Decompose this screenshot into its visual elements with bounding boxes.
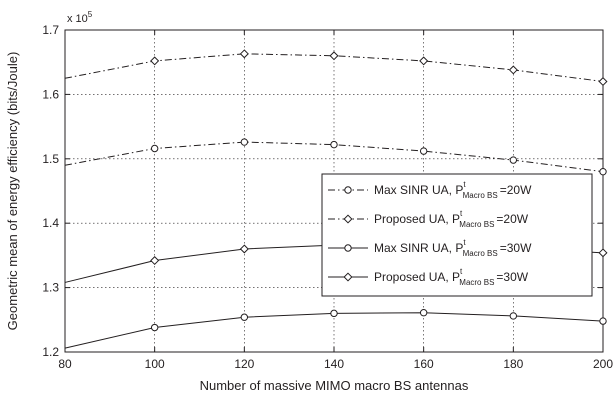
legend-label: Proposed UA, Pt Macro BS =20W (374, 209, 529, 229)
data-point (329, 51, 339, 61)
legend-label-sub: Macro BS (463, 191, 498, 200)
data-point (598, 77, 608, 87)
y-axis-label: Geometric mean of energy efficiency (bit… (5, 52, 20, 331)
series-2 (64, 49, 608, 87)
data-point (344, 186, 352, 194)
data-point (330, 309, 338, 318)
y-axis-multiplier-exponent: 5 (88, 10, 93, 19)
legend-label: Max SINR UA, Pt Macro BS =20W (374, 180, 532, 200)
data-point (343, 214, 353, 224)
legend-label-sup: t (463, 238, 466, 247)
legend-label-sub: Macro BS (459, 220, 494, 229)
data-point (508, 65, 518, 75)
legend-label-sub: Macro BS (459, 278, 494, 287)
data-point (240, 313, 249, 321)
data-point (419, 147, 428, 155)
x-tick-label: 80 (58, 357, 72, 371)
x-tick-label: 160 (414, 357, 434, 371)
x-tick-label: 120 (234, 357, 254, 371)
y-tick-label: 1.4 (42, 216, 59, 230)
y-tick-label: 1.7 (42, 23, 59, 37)
legend-label-tail: =20W (496, 212, 528, 226)
x-tick-label: 140 (324, 357, 344, 371)
series-1 (64, 138, 607, 176)
data-point (599, 317, 607, 325)
data-point (419, 56, 429, 66)
legend-label: Max SINR UA, Pt Macro BS =30W (374, 238, 532, 258)
legend-entry: Max SINR UA, Pt Macro BS =20W (328, 180, 532, 200)
legend-label-main: Max SINR UA, P (374, 183, 463, 197)
x-tick-label: 200 (593, 357, 613, 371)
legend-label-main: Max SINR UA, P (374, 241, 463, 255)
data-point (509, 156, 518, 164)
legend-label-tail: =20W (500, 183, 532, 197)
y-tick-label: 1.5 (42, 152, 59, 166)
legend-label-main: Proposed UA, P (374, 212, 460, 226)
legend-label-sup: t (460, 209, 463, 218)
legend-label-sub: Macro BS (463, 249, 498, 258)
axis-ticks: 80 100 120 140 160 180 200 1.2 1.3 1.4 1.5 1.6 1.7 (42, 23, 613, 371)
data-point (150, 56, 160, 66)
legend-box (321, 173, 593, 297)
data-point (240, 138, 249, 146)
legend-label-sup: t (460, 267, 463, 276)
data-point (509, 312, 518, 320)
y-tick-label: 1.3 (42, 281, 59, 295)
legend-label-main: Proposed UA, P (374, 270, 460, 284)
legend-entry: Max SINR UA, Pt Macro BS =30W (328, 238, 532, 258)
series-3 (64, 309, 607, 349)
y-tick-label: 1.2 (42, 345, 59, 359)
data-point (599, 167, 607, 176)
x-tick-label: 100 (145, 357, 165, 371)
data-point (419, 309, 428, 317)
legend-entry: Proposed UA, Pt Macro BS =20W (328, 209, 529, 229)
y-axis-multiplier-base: x 10 (67, 13, 88, 25)
data-point (330, 140, 338, 149)
legend-label-tail: =30W (500, 241, 532, 255)
x-tick-label: 180 (503, 357, 523, 371)
data-point (343, 272, 353, 282)
y-tick-label: 1.6 (42, 87, 59, 101)
legend-label: Proposed UA, Pt Macro BS =30W (374, 267, 529, 287)
data-point (239, 49, 249, 59)
legend-label-sup: t (463, 180, 466, 189)
y-axis-multiplier: x 105 (67, 10, 93, 25)
legend-entry: Proposed UA, Pt Macro BS =30W (328, 267, 529, 287)
data-point (150, 323, 159, 332)
data-point (150, 256, 160, 266)
legend-label-tail: =30W (496, 270, 528, 284)
data-point (344, 244, 352, 252)
data-point (150, 144, 159, 153)
data-point (239, 244, 249, 254)
data-point (598, 248, 608, 258)
x-axis-label: Number of massive MIMO macro BS antennas (200, 378, 469, 393)
